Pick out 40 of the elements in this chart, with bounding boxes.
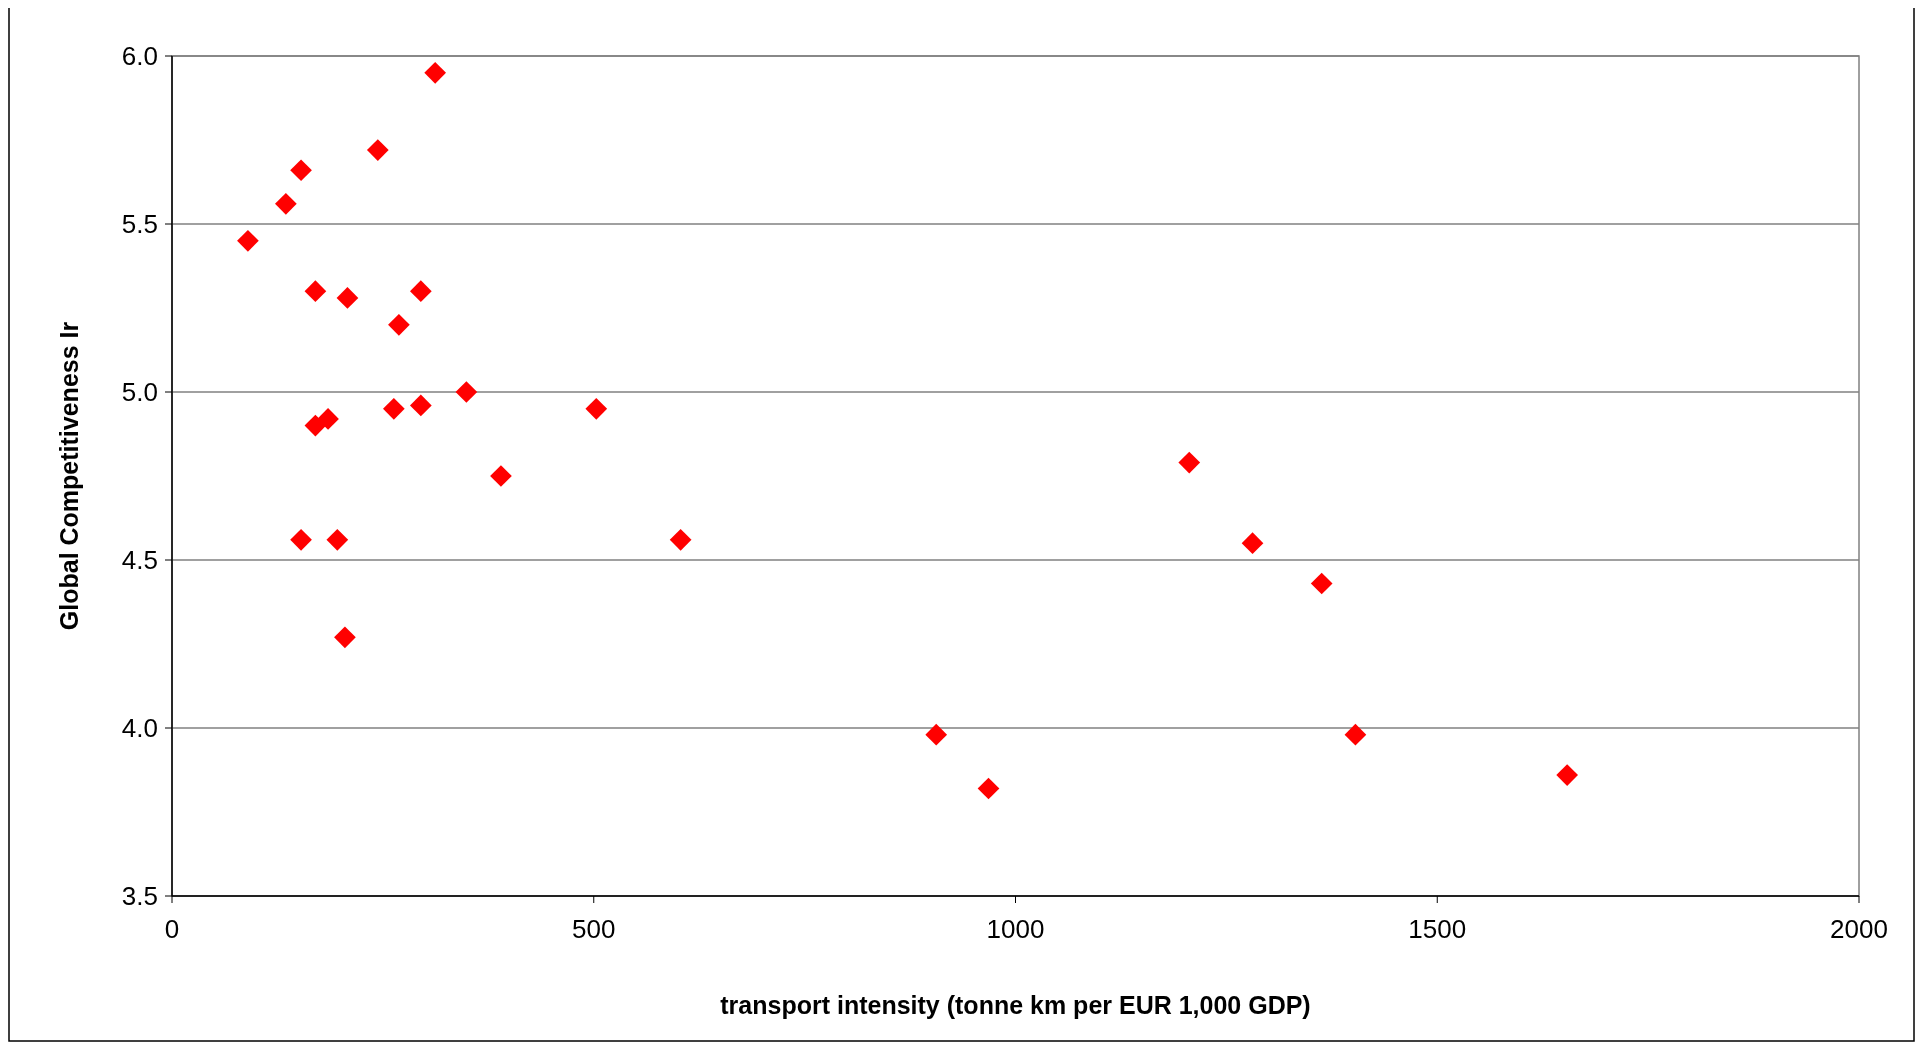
y-tick-label: 3.5 — [121, 881, 158, 912]
point — [409, 280, 432, 303]
x-tick-label: 0 — [164, 914, 180, 944]
point — [409, 394, 432, 417]
point — [490, 465, 512, 487]
point — [1310, 572, 1333, 595]
point — [290, 159, 312, 182]
y-axis-title: Global Competitiveness Ir — [55, 321, 83, 631]
x-axis-title: transport intensity (tonne km per EUR 1,000 GDP) — [720, 991, 1311, 1019]
y-tick-label: 6.0 — [121, 41, 158, 72]
y-tick-label: 4.0 — [121, 713, 158, 744]
x-tick-label: 2000 — [1830, 914, 1888, 944]
x-tick-label: 1000 — [986, 914, 1045, 944]
point — [366, 139, 389, 161]
point — [1241, 532, 1264, 555]
point — [290, 528, 312, 551]
point — [1556, 764, 1578, 786]
point — [275, 192, 297, 215]
point — [336, 287, 359, 309]
point — [304, 280, 327, 303]
point — [326, 528, 349, 551]
point — [304, 414, 327, 437]
point — [669, 528, 692, 551]
point — [585, 397, 608, 420]
point — [455, 381, 478, 403]
point — [388, 313, 410, 336]
point — [424, 61, 447, 84]
point — [1344, 723, 1367, 746]
point — [382, 397, 405, 420]
y-tick-label: 4.5 — [121, 545, 158, 576]
x-tick-label: 500 — [572, 914, 616, 944]
point — [977, 777, 1000, 800]
point — [334, 626, 356, 649]
point — [317, 408, 339, 430]
point — [925, 723, 948, 746]
y-tick-label: 5.0 — [121, 377, 158, 408]
point — [1178, 451, 1201, 474]
point — [237, 229, 259, 252]
y-tick-label: 5.5 — [121, 209, 158, 240]
x-tick-label: 1500 — [1408, 914, 1467, 944]
